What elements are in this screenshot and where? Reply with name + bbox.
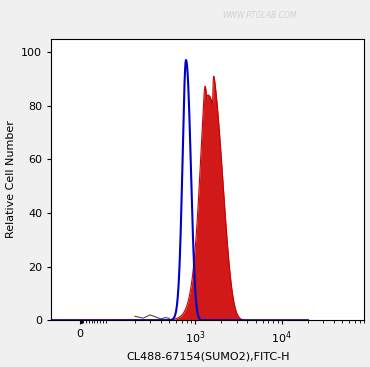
Y-axis label: Relative Cell Number: Relative Cell Number bbox=[6, 120, 16, 238]
X-axis label: CL488-67154(SUMO2),FITC-H: CL488-67154(SUMO2),FITC-H bbox=[126, 352, 290, 361]
Text: WWW.PTGLAB.COM: WWW.PTGLAB.COM bbox=[222, 11, 296, 20]
